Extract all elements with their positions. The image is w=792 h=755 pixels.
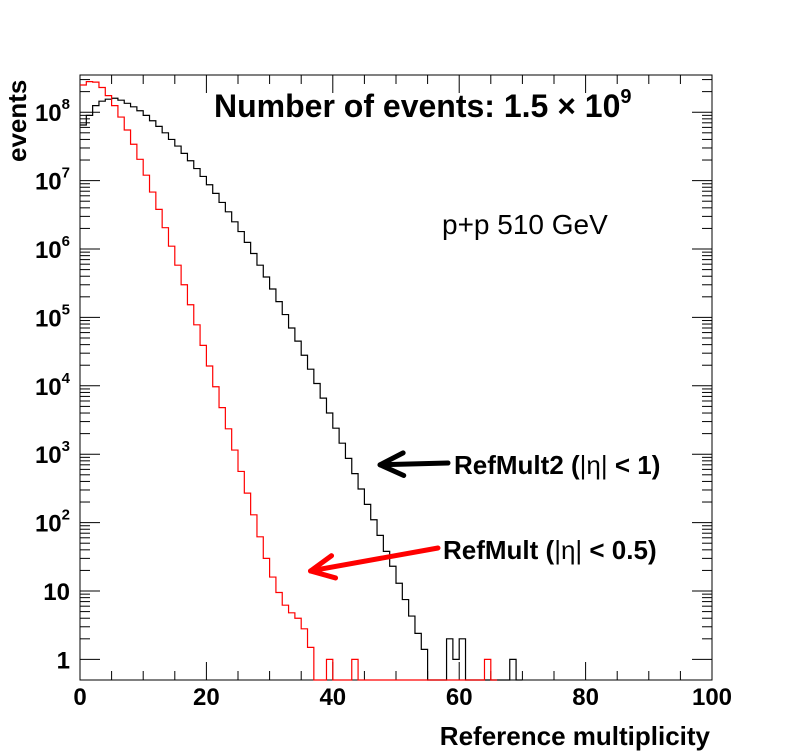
y-axis-title: events xyxy=(2,80,32,162)
arrow-refmult xyxy=(308,545,441,574)
series-refmult-histogram xyxy=(80,81,498,681)
series-group xyxy=(80,81,523,681)
y-tick-label: 103 xyxy=(35,438,70,469)
x-tick-label: 40 xyxy=(319,684,346,711)
y-tick-label: 10 xyxy=(43,579,70,606)
arrow-refmult-head xyxy=(308,553,339,581)
axis-ticks: 0 20 40 60 80 100 1 10 102 103 104 105 106 107 108 xyxy=(35,75,732,711)
y-tick-label: 107 xyxy=(35,165,70,196)
chart-title: Number of events: 1.5 × 109 xyxy=(214,86,632,124)
annotation-arrows xyxy=(308,450,451,581)
y-tick-label: 1 xyxy=(57,647,70,674)
y-tick-label: 108 xyxy=(35,96,70,127)
annotation-refmult2: RefMult2 (|η| < 1) xyxy=(454,450,660,480)
series-refmult2-histogram xyxy=(80,97,523,681)
x-tick-label: 0 xyxy=(73,684,86,711)
x-axis-title: Reference multiplicity xyxy=(440,721,711,751)
y-tick-label: 104 xyxy=(35,370,71,401)
chart-subtitle: p+p 510 GeV xyxy=(442,209,608,240)
x-tick-label: 80 xyxy=(572,684,599,711)
arrow-refmult2-head xyxy=(377,450,407,478)
y-tick-label: 105 xyxy=(35,301,70,332)
x-tick-label: 100 xyxy=(692,684,732,711)
x-tick-label: 60 xyxy=(446,684,473,711)
y-tick-label: 102 xyxy=(35,507,70,538)
x-tick-label: 20 xyxy=(193,684,220,711)
plot-frame xyxy=(79,74,713,681)
annotation-refmult: RefMult (|η| < 0.5) xyxy=(443,535,657,565)
y-tick-label: 106 xyxy=(35,233,70,264)
arrow-refmult2 xyxy=(377,460,451,468)
